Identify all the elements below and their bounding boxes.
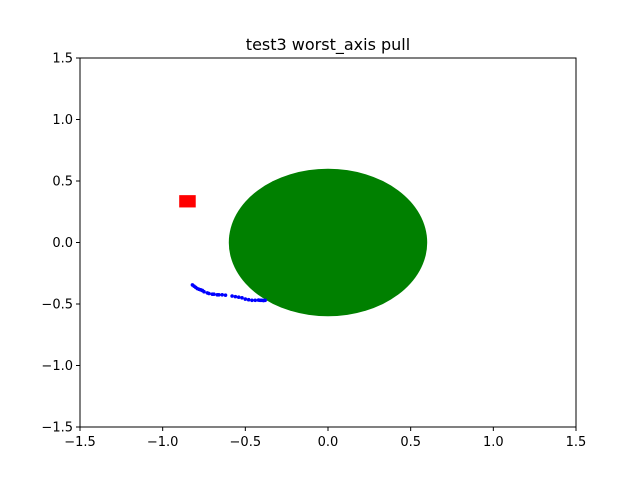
- trajectory-point: [223, 293, 228, 297]
- x-tick-label: 0.5: [400, 435, 421, 450]
- x-tick-label: −0.5: [230, 435, 262, 450]
- x-tick-label: 1.5: [566, 435, 587, 450]
- trajectory-point: [202, 289, 206, 294]
- x-tick-label: 1.0: [483, 435, 504, 450]
- y-tick-label: 1.0: [52, 113, 73, 128]
- obstacle-circle: [228, 168, 428, 317]
- trajectory-point: [250, 298, 254, 303]
- target-marker: [179, 195, 196, 208]
- trajectory-point: [253, 298, 258, 303]
- trajectory-point: [217, 292, 221, 297]
- x-tick-label: −1.5: [64, 435, 96, 450]
- x-tick-label: 0.0: [318, 435, 339, 450]
- chart-title: test3 worst_axis pull: [246, 35, 410, 55]
- trajectory-point: [243, 297, 248, 301]
- trajectory-point: [263, 298, 267, 303]
- y-tick-label: −1.5: [41, 421, 73, 436]
- trajectory-point: [230, 294, 234, 298]
- trajectory-point: [246, 297, 251, 302]
- plot-area: −1.5 −1.0 −0.5 0.0 0.5 1.0 1.5 −1.5 −1.0 −0.5 0.0 0…: [41, 52, 586, 451]
- y-tick-label: 0.5: [52, 175, 73, 190]
- x-tick-label: −1.0: [147, 435, 179, 450]
- y-tick-label: 1.5: [52, 52, 73, 67]
- y-tick-label: −0.5: [41, 298, 73, 313]
- trajectory-point: [233, 294, 238, 299]
- trajectory-point: [212, 292, 216, 296]
- y-tick-label: −1.0: [41, 359, 73, 374]
- trajectory-point: [220, 292, 224, 297]
- y-tick-label: 0.0: [52, 236, 73, 251]
- trajectory-point: [207, 291, 211, 296]
- trajectory-point: [236, 295, 241, 300]
- trajectory-point: [240, 296, 244, 300]
